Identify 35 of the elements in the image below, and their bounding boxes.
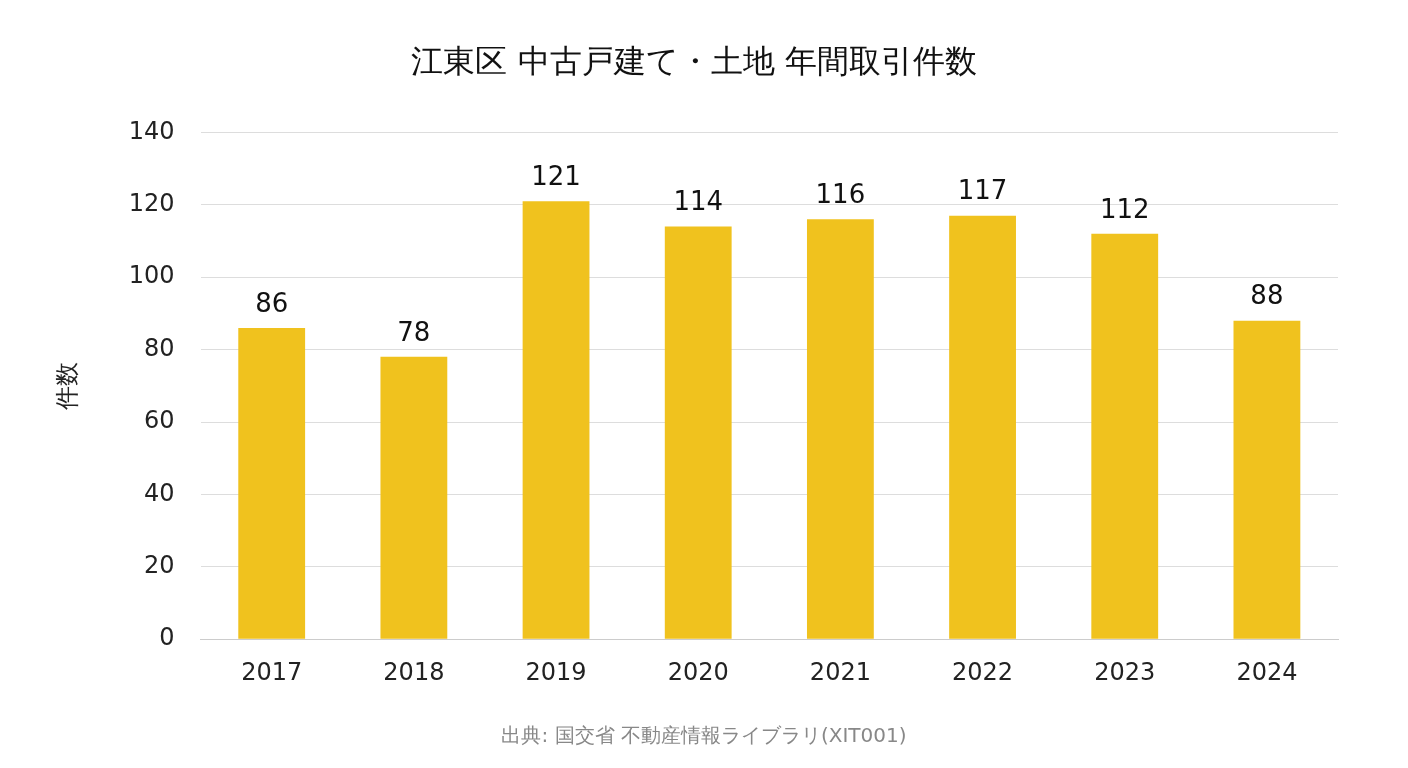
x-tick-label: 2024 [1236,657,1298,686]
data-label: 86 [255,287,289,318]
bar [806,219,874,639]
y-tick-label: 140 [128,116,175,145]
data-label: 112 [1099,193,1150,224]
x-tick-label: 2021 [809,657,871,686]
chart-title: 江東区 中古戸建て・土地 年間取引件数 [411,41,977,80]
bar [238,327,306,639]
y-tick-label: 40 [144,478,175,507]
data-label: 121 [531,160,581,191]
bar [1091,233,1159,639]
bar [1233,320,1301,639]
data-label: 116 [815,179,866,210]
x-tick-label: 2018 [383,657,445,686]
y-tick-label: 120 [128,189,175,218]
y-tick-label: 20 [144,551,175,580]
y-tick-label: 100 [128,261,175,290]
source-note: 出典: 国交省 不動産情報ライブラリ(XIT001) [501,723,907,748]
data-label: 88 [1250,280,1284,311]
data-label: 78 [397,316,431,347]
x-tick-label: 2019 [525,657,587,686]
x-tick-label: 2017 [241,657,303,686]
x-tick-label: 2020 [667,657,729,686]
bar [380,356,448,639]
data-label: 114 [673,186,724,217]
y-tick-label: 60 [144,406,175,435]
y-tick-label: 80 [144,333,175,362]
data-label: 117 [957,175,1008,206]
y-axis-title: 件数 [52,361,81,410]
x-tick-label: 2023 [1094,657,1156,686]
bar [949,215,1016,639]
bar [522,201,590,639]
bar [664,226,732,639]
y-tick-label: 0 [159,623,175,652]
x-tick-label: 2022 [952,657,1014,686]
